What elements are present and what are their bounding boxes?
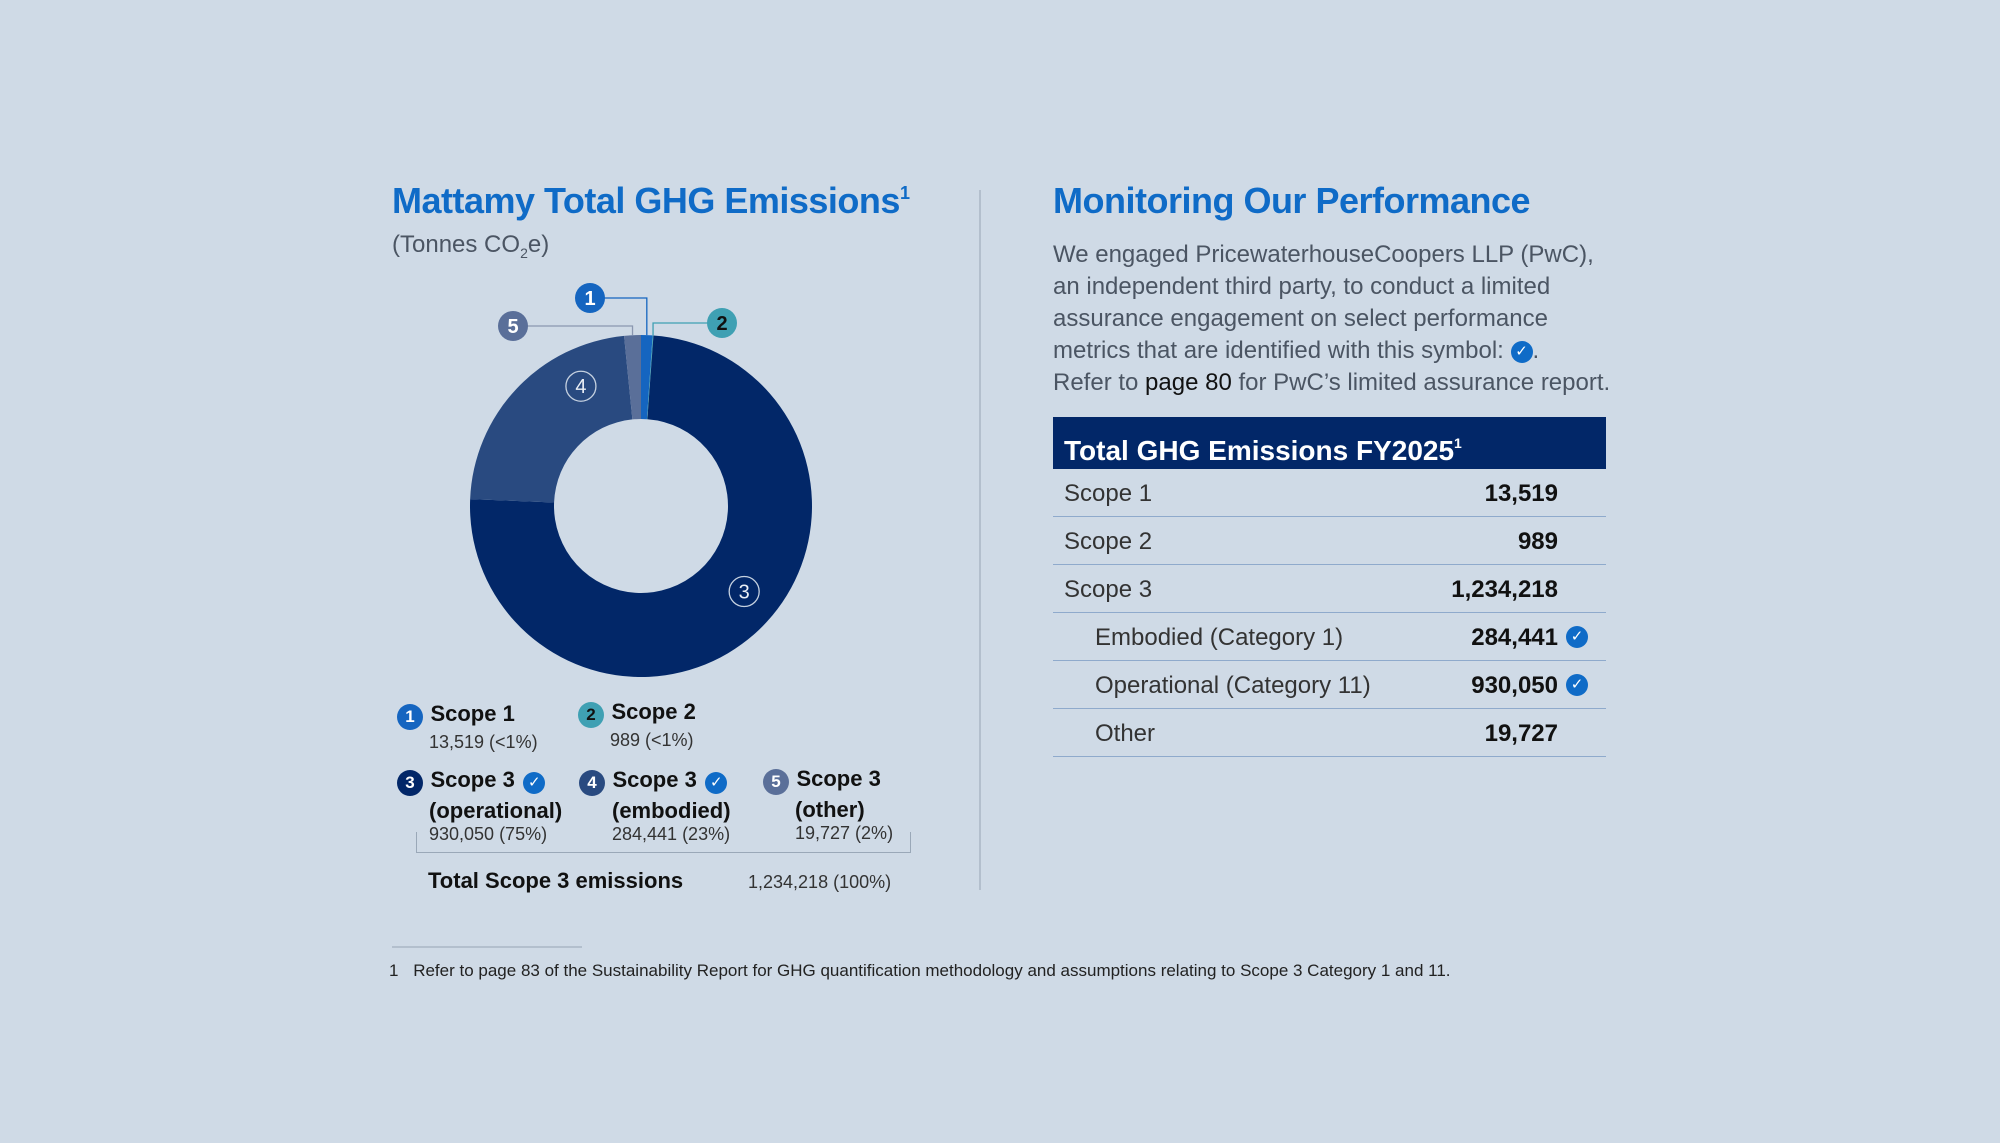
chart-subtitle: (Tonnes CO2e) [392, 231, 549, 261]
slice-marker-label-3: 3 [739, 582, 750, 604]
donut-slice-3 [469, 335, 812, 677]
table-row: Scope 3 1,234,218 [1053, 565, 1606, 613]
unit-suffix: e) [527, 231, 550, 258]
slice-marker-label-4: 4 [575, 376, 586, 398]
row-label-scope-2: Scope 2 [1064, 528, 1153, 555]
legend-value-scope-2: 989 (<1%) [610, 729, 694, 750]
chart-title-text: Mattamy Total GHG Emissions [392, 180, 900, 221]
para-line-4-text: metrics that are identified with this sy… [1053, 337, 1504, 364]
total-scope-3-value: 1,234,218 (100%) [748, 872, 892, 892]
check-circle-icon: ✓ [523, 771, 546, 794]
assurance-paragraph: We engaged PricewaterhouseCoopers LLP (P… [1053, 239, 1613, 399]
unit-subscript: 2 [520, 245, 528, 261]
para-line-4: metrics that are identified with this sy… [1053, 335, 1613, 367]
ghg-emissions-table: Total GHG Emissions FY20251 Scope 1 13,5… [1053, 417, 1606, 757]
check-circle-icon: ✓ [705, 771, 728, 794]
table-title: Total GHG Emissions FY2025 [1064, 435, 1455, 466]
para-line-2: an independent third party, to conduct a… [1053, 273, 1551, 300]
row-label-operational: Operational (Category 11) [1095, 672, 1371, 699]
row-label-embodied: Embodied (Category 1) [1095, 624, 1344, 651]
para-line-4-end: . [1532, 337, 1540, 364]
footnote-number: 1 [389, 961, 399, 980]
legend-label-scope-3-other: Scope 3 [796, 766, 881, 791]
donut-slice-5 [624, 335, 641, 420]
scope-4-badge: 4 [579, 769, 605, 796]
total-scope-3-label: Total Scope 3 emissions [428, 868, 684, 893]
section-title: Monitoring Our Performance [1053, 180, 1531, 221]
callout-line-2 [652, 322, 708, 336]
scope-3-bracket [416, 832, 911, 853]
table-row: Scope 1 13,519 [1053, 469, 1606, 517]
legend-value-scope-3-other: 19,727 (2%) [795, 822, 894, 843]
scope-1-badge: 1 [397, 703, 423, 730]
legend-sublabel-operational: (operational) [429, 797, 563, 823]
table-row: Other 19,727 [1053, 709, 1606, 757]
row-label-scope-1: Scope 1 [1064, 480, 1153, 507]
footnote-text: Refer to page 83 of the Sustainability R… [413, 961, 1451, 980]
legend-sublabel-other: (other) [795, 796, 865, 822]
callout-label-1: 1 [584, 288, 595, 310]
legend-item-scope-3-operational: 3 Scope 3 ✓ (operational) 930,050 (75%) [397, 767, 562, 845]
column-divider [979, 190, 981, 890]
check-circle-icon: ✓ [1510, 340, 1533, 363]
row-value-scope-3: 1,234,218 [1451, 576, 1558, 603]
row-label-scope-3: Scope 3 [1064, 576, 1153, 603]
chart-title: Mattamy Total GHG Emissions1 [392, 180, 910, 222]
callout-label-2: 2 [716, 313, 727, 335]
row-value-operational: 930,050 [1471, 672, 1558, 699]
unit-prefix: (Tonnes CO [392, 231, 521, 258]
row-label-other: Other [1095, 720, 1156, 747]
legend-item-scope-3-other: 5 Scope 3 (other) 19,727 (2%) [763, 766, 893, 844]
legend-label-scope-1: Scope 1 [430, 701, 515, 726]
legend-value-scope-3-operational: 930,050 (75%) [429, 823, 548, 844]
callout-label-5: 5 [507, 316, 518, 338]
slice-marker-4 [565, 370, 597, 402]
callout-badge-2 [707, 308, 737, 338]
table-title-footnote-ref: 1 [1454, 435, 1462, 451]
page-80-link[interactable]: page 80 [1145, 369, 1232, 396]
table-row: Embodied (Category 1) 284,441 ✓ [1053, 613, 1606, 661]
footnote-rule [392, 946, 582, 948]
check-circle-icon: ✓ [1566, 626, 1588, 648]
para-line-5: Refer to page 80 for PwC’s limited assur… [1053, 367, 1613, 399]
callout-line-1 [604, 297, 648, 336]
donut-slice-2 [646, 335, 654, 420]
legend-label-scope-3-embodied: Scope 3 [612, 767, 697, 792]
row-value-scope-2: 989 [1517, 528, 1558, 555]
scope-2-badge: 2 [578, 701, 604, 728]
legend-label-scope-2: Scope 2 [611, 699, 696, 724]
slice-marker-3 [728, 575, 760, 608]
callout-badge-5 [498, 311, 528, 341]
para-line-5-pre: Refer to [1053, 369, 1146, 396]
row-value-scope-1: 13,519 [1484, 480, 1558, 507]
table-row: Operational (Category 11) 930,050 ✓ [1053, 661, 1606, 709]
para-line-1: We engaged PricewaterhouseCoopers LLP (P… [1053, 241, 1594, 268]
donut-chart: 3 4 1 2 5 [469, 283, 812, 677]
donut-slice-4 [470, 335, 633, 503]
para-line-3: assurance engagement on select performan… [1053, 305, 1548, 332]
table-row: Scope 2 989 [1053, 517, 1606, 565]
donut-slice-1 [641, 335, 653, 420]
legend-value-scope-1: 13,519 (<1%) [429, 731, 538, 752]
legend-item-scope-1: 1 Scope 1 13,519 (<1%) [397, 701, 538, 753]
para-line-5-post: for PwC’s limited assurance report. [1231, 369, 1611, 396]
check-circle-icon: ✓ [1566, 674, 1588, 696]
legend-item-scope-3-embodied: 4 Scope 3 ✓ (embodied) 284,441 (23%) [579, 767, 731, 845]
legend-sublabel-embodied: (embodied) [612, 797, 731, 823]
scope-3-badge: 3 [397, 769, 423, 796]
chart-title-footnote-ref: 1 [899, 183, 910, 203]
legend-label-scope-3-operational: Scope 3 [430, 767, 515, 792]
legend-item-scope-2: 2 Scope 2 989 (<1%) [578, 699, 696, 751]
row-value-embodied: 284,441 [1471, 624, 1558, 651]
scope-5-badge: 5 [763, 768, 789, 795]
callout-badge-1 [575, 283, 605, 313]
callout-line-5 [527, 325, 634, 336]
footnote: 1 Refer to page 83 of the Sustainability… [389, 961, 1451, 981]
legend-value-scope-3-embodied: 284,441 (23%) [612, 823, 731, 844]
row-value-other: 19,727 [1484, 720, 1558, 747]
table-header: Total GHG Emissions FY20251 [1053, 417, 1606, 469]
